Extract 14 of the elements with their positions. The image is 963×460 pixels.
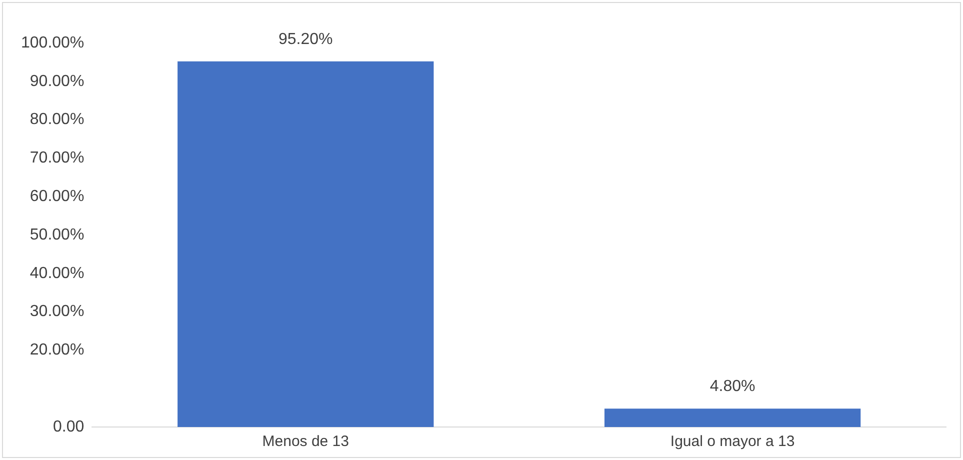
y-tick-label: 50.00% — [30, 226, 84, 244]
data-label: 4.80% — [710, 378, 756, 395]
x-tick-label: Menos de 13 — [262, 433, 349, 450]
y-tick-label: 100.00% — [20, 34, 84, 52]
y-tick-label: 60.00% — [30, 188, 84, 206]
y-tick-label: 70.00% — [30, 150, 84, 167]
y-tick-label: 20.00% — [30, 342, 84, 359]
y-tick-label: 0.00 — [53, 418, 84, 436]
y-tick-label: 40.00% — [30, 264, 84, 282]
y-tick-label: 30.00% — [30, 303, 84, 320]
y-tick-label: 80.00% — [30, 111, 84, 128]
x-tick-label: Igual o mayor a 13 — [670, 433, 795, 450]
y-tick-label: 90.00% — [30, 72, 84, 90]
data-label: 95.20% — [278, 30, 333, 48]
